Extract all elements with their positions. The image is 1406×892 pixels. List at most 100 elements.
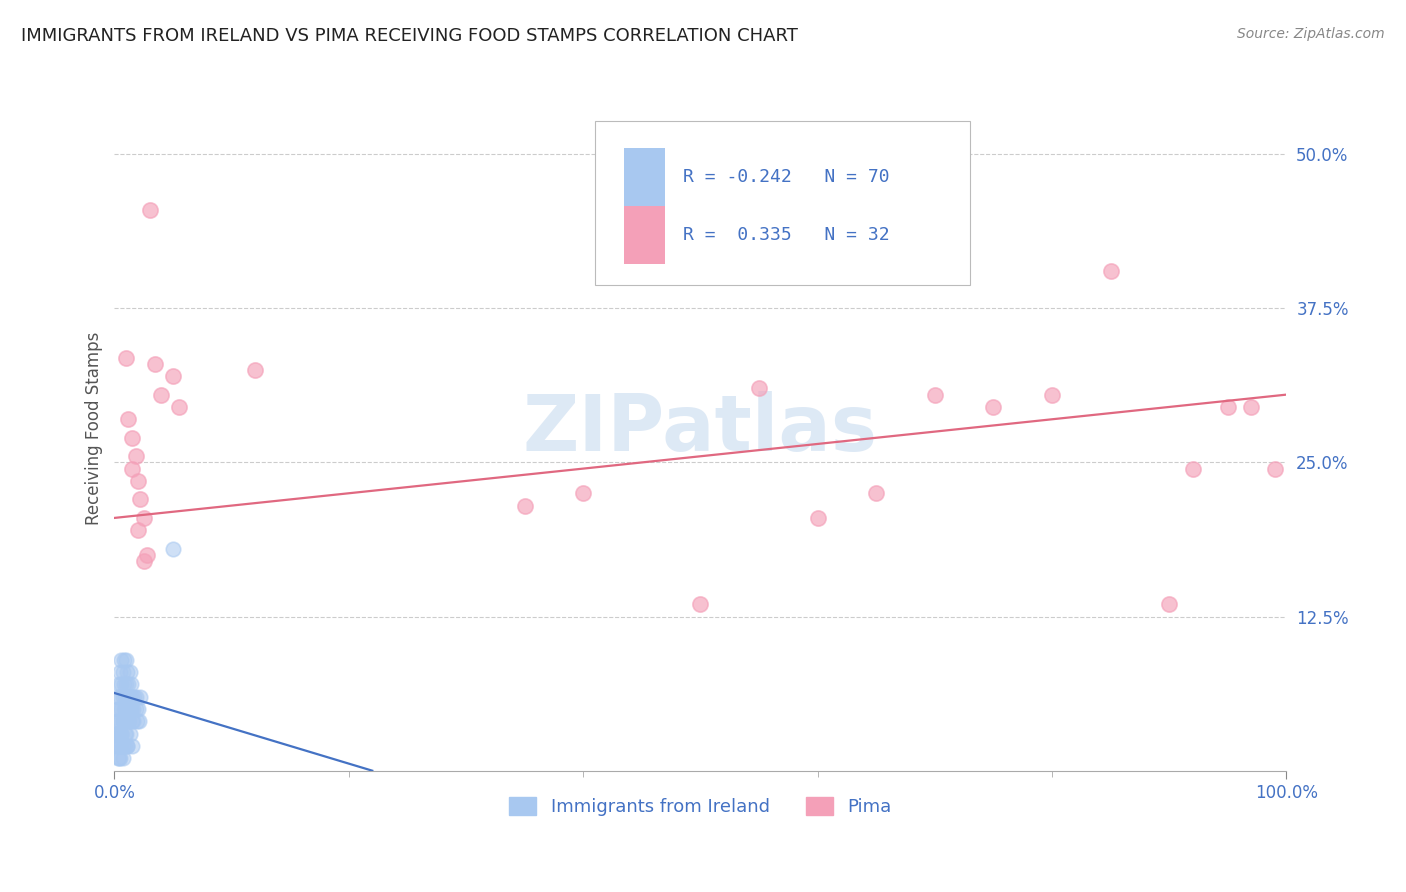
Point [1181, 461, 1204, 475]
Point [112, 653, 135, 667]
Point [924, 387, 946, 401]
Point [117, 702, 139, 716]
Point [1159, 597, 1181, 611]
Point [1264, 461, 1286, 475]
Point [121, 690, 143, 704]
Point [118, 727, 141, 741]
Point [129, 492, 152, 507]
Point [115, 677, 138, 691]
Point [110, 653, 132, 667]
Point [120, 677, 142, 691]
Point [107, 727, 129, 741]
Point [1040, 387, 1063, 401]
Point [105, 739, 128, 753]
Point [117, 677, 139, 691]
Bar [624, 148, 665, 206]
Point [110, 751, 132, 765]
Point [107, 751, 129, 765]
Point [127, 523, 149, 537]
Point [104, 727, 127, 741]
Point [110, 727, 132, 741]
Point [124, 702, 146, 716]
Text: ZIPatlas: ZIPatlas [523, 391, 877, 467]
FancyBboxPatch shape [595, 120, 970, 285]
Point [124, 690, 146, 704]
Point [121, 461, 143, 475]
Point [114, 739, 136, 753]
Text: R =  0.335   N = 32: R = 0.335 N = 32 [683, 227, 890, 244]
Point [117, 714, 139, 729]
Point [138, 202, 160, 217]
Point [124, 450, 146, 464]
Point [105, 702, 128, 716]
Point [145, 357, 167, 371]
Point [136, 548, 159, 562]
Point [122, 714, 145, 729]
Point [120, 702, 142, 716]
Point [124, 690, 146, 704]
Point [132, 511, 155, 525]
Point [162, 369, 184, 384]
Point [111, 714, 134, 729]
Point [114, 690, 136, 704]
Point [122, 702, 145, 716]
Point [117, 739, 139, 753]
Point [129, 690, 152, 704]
Point [121, 739, 143, 753]
Point [127, 474, 149, 488]
Point [118, 665, 141, 679]
Point [112, 714, 135, 729]
Point [108, 727, 131, 741]
Point [115, 653, 138, 667]
Point [983, 400, 1005, 414]
Point [110, 665, 132, 679]
Point [112, 677, 135, 691]
Point [243, 363, 266, 377]
Point [125, 714, 148, 729]
Point [114, 714, 136, 729]
Point [127, 702, 149, 716]
Text: R = -0.242   N = 70: R = -0.242 N = 70 [683, 168, 890, 186]
Point [572, 486, 595, 500]
Legend: Immigrants from Ireland, Pima: Immigrants from Ireland, Pima [502, 789, 898, 823]
Point [110, 690, 132, 704]
Point [108, 677, 131, 691]
Point [128, 714, 150, 729]
Point [108, 751, 131, 765]
Point [112, 714, 135, 729]
Bar [624, 206, 665, 264]
Text: Source: ZipAtlas.com: Source: ZipAtlas.com [1237, 27, 1385, 41]
Point [108, 702, 131, 716]
Point [107, 714, 129, 729]
Point [115, 727, 138, 741]
Point [120, 702, 142, 716]
Point [689, 597, 711, 611]
Point [110, 702, 132, 716]
Point [117, 714, 139, 729]
Point [1240, 400, 1263, 414]
Point [110, 714, 132, 729]
Point [105, 714, 128, 729]
Point [167, 400, 190, 414]
Point [111, 665, 134, 679]
Point [117, 739, 139, 753]
Point [132, 554, 155, 568]
Point [107, 690, 129, 704]
Point [110, 739, 132, 753]
Point [121, 431, 143, 445]
Text: IMMIGRANTS FROM IRELAND VS PIMA RECEIVING FOOD STAMPS CORRELATION CHART: IMMIGRANTS FROM IRELAND VS PIMA RECEIVIN… [21, 27, 799, 45]
Y-axis label: Receiving Food Stamps: Receiving Food Stamps [86, 332, 103, 525]
Point [807, 511, 830, 525]
Point [111, 739, 134, 753]
Point [115, 702, 138, 716]
Point [110, 727, 132, 741]
Point [117, 412, 139, 426]
Point [111, 751, 134, 765]
Point [118, 690, 141, 704]
Point [513, 499, 536, 513]
Point [150, 387, 173, 401]
Point [114, 727, 136, 741]
Point [108, 739, 131, 753]
Point [162, 541, 184, 556]
Point [117, 690, 139, 704]
